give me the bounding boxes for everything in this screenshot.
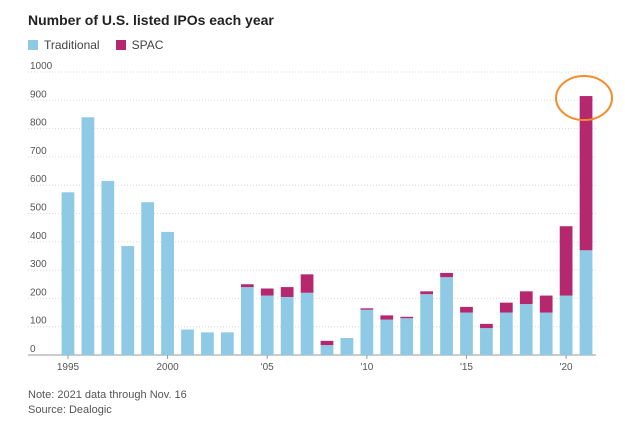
- bar-traditional-2017: [499, 312, 513, 355]
- y-tick-label: 300: [30, 259, 47, 270]
- x-tick-label: 2000: [156, 362, 179, 373]
- bar-spac-2017: [499, 302, 513, 313]
- y-tick-label: 600: [30, 174, 47, 185]
- bar-traditional-2015: [460, 312, 473, 355]
- y-tick-label: 800: [30, 118, 47, 129]
- legend-item-traditional: Traditional: [28, 38, 100, 52]
- bar-traditional-2018: [519, 304, 533, 355]
- legend-label-spac: SPAC: [131, 38, 164, 52]
- y-tick-label: 900: [30, 89, 47, 100]
- bar-spac-2018: [519, 291, 533, 305]
- bar-traditional-2020: [559, 295, 573, 355]
- bar-traditional-1998: [121, 246, 135, 355]
- bar-spac-2008: [320, 340, 334, 346]
- x-tick-label: '15: [460, 362, 473, 373]
- bar-spac-2013: [420, 291, 434, 295]
- bar-traditional-2003: [220, 332, 234, 355]
- legend-item-spac: SPAC: [115, 38, 164, 52]
- bar-spac-2007: [300, 274, 314, 293]
- legend-swatch-spac: [115, 40, 126, 50]
- bar-traditional-2004: [240, 287, 254, 355]
- x-tick-label: '05: [261, 362, 274, 373]
- y-tick-label: 100: [30, 316, 47, 327]
- x-tick-label: '20: [560, 362, 573, 373]
- x-tick-label: 1995: [57, 362, 80, 373]
- y-tick-label: 400: [30, 231, 47, 242]
- bar-traditional-2011: [380, 319, 394, 355]
- bar-spac-2011: [380, 315, 394, 320]
- bar-traditional-2014: [440, 277, 453, 355]
- y-tick-label: 1000: [30, 61, 53, 72]
- legend: Traditional SPAC: [28, 38, 179, 52]
- bar-traditional-1999: [141, 202, 155, 355]
- bar-spac-2004: [240, 284, 254, 288]
- footnote: Note: 2021 data through Nov. 16 Source: …: [28, 388, 187, 418]
- legend-swatch-traditional: [28, 40, 38, 50]
- bar-traditional-2012: [400, 318, 414, 355]
- bar-traditional-1995: [61, 192, 75, 355]
- bar-traditional-2008: [320, 345, 334, 355]
- bar-traditional-2021: [579, 250, 593, 355]
- bar-spac-2015: [460, 306, 473, 313]
- bar-spac-2016: [480, 323, 493, 329]
- bar-spac-2006: [280, 287, 294, 297]
- bar-spac-2012: [400, 316, 414, 319]
- y-tick-label: 500: [30, 203, 47, 214]
- x-tick-label: '10: [360, 362, 373, 373]
- bar-traditional-2010: [360, 309, 374, 355]
- bar-traditional-2001: [181, 329, 194, 355]
- source-text: Source: Dealogic: [28, 404, 112, 416]
- bar-spac-2021: [579, 96, 593, 251]
- bar-traditional-2000: [161, 231, 174, 355]
- bar-spac-2010: [360, 308, 374, 310]
- bar-traditional-2016: [480, 328, 493, 355]
- bar-spac-2005: [260, 288, 274, 296]
- bar-traditional-2009: [340, 338, 354, 355]
- bar-traditional-2013: [420, 294, 434, 355]
- bar-traditional-2007: [300, 292, 314, 355]
- note-text: Note: 2021 data through Nov. 16: [28, 389, 187, 401]
- bar-traditional-1996: [81, 117, 95, 355]
- bar-traditional-1997: [101, 180, 115, 355]
- y-tick-label: 700: [30, 146, 47, 157]
- legend-label-traditional: Traditional: [44, 38, 100, 52]
- chart-title: Number of U.S. listed IPOs each year: [28, 12, 274, 28]
- bar-traditional-2002: [201, 332, 214, 355]
- bar-spac-2020: [559, 226, 573, 296]
- bar-spac-2014: [440, 272, 453, 278]
- y-tick-label: 0: [30, 344, 36, 355]
- bar-traditional-2006: [280, 296, 294, 355]
- highlight-circle-2021: [555, 75, 614, 122]
- y-tick-label: 200: [30, 287, 47, 298]
- bar-spac-2019: [539, 295, 553, 313]
- bar-traditional-2019: [539, 312, 553, 355]
- bar-traditional-2005: [260, 295, 274, 355]
